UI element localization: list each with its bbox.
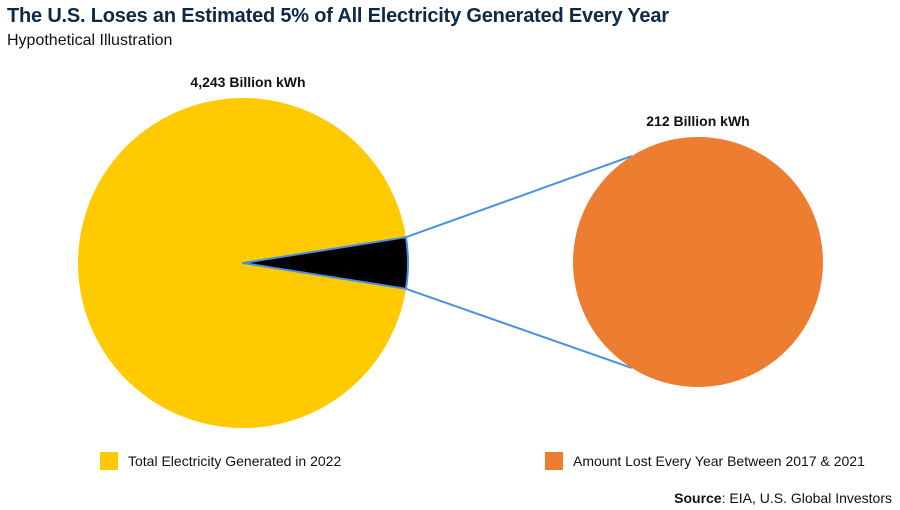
chart-title: The U.S. Loses an Estimated 5% of All El… [7,5,669,27]
legend-swatch-lost [545,452,563,470]
detail-pie-data-label: 212 Billion kWh [646,113,749,129]
legend-item-lost: Amount Lost Every Year Between 2017 & 20… [545,452,865,470]
pie-slice-loss [242,236,409,290]
legend-label-total: Total Electricity Generated in 2022 [128,453,342,469]
source-prefix: Source [674,490,722,506]
connector-line-top [405,155,633,239]
detail-pie-slice-lost [573,137,823,387]
connector-lines [405,155,633,369]
main-pie-data-label: 4,243 Billion kWh [190,74,305,90]
main-pie [77,98,409,428]
connector-line-bottom [405,287,633,369]
source-text: : EIA, U.S. Global Investors [721,490,892,506]
legend-swatch-total [100,452,118,470]
detail-pie [573,137,823,387]
pie-slice-total [77,98,406,428]
legend-item-total: Total Electricity Generated in 2022 [100,452,341,470]
legend-label-lost: Amount Lost Every Year Between 2017 & 20… [573,453,865,469]
chart-subtitle: Hypothetical Illustration [7,32,173,49]
source-note: Source: EIA, U.S. Global Investors [674,490,892,506]
